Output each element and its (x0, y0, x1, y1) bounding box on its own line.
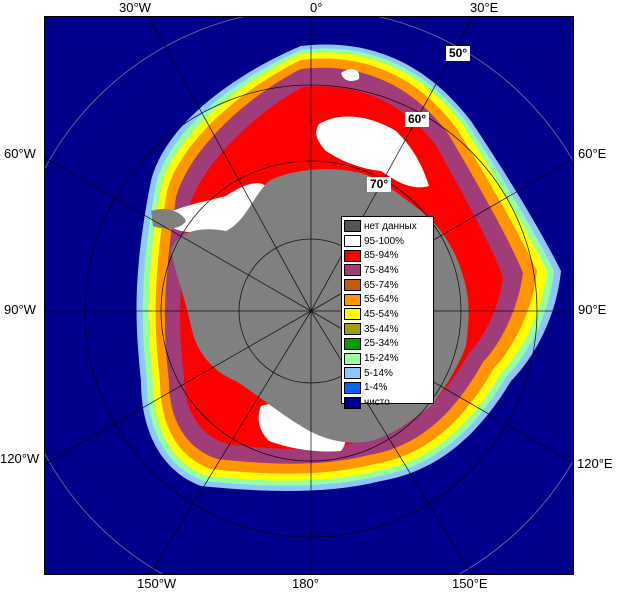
legend-label: 15-24% (364, 353, 399, 365)
legend-label: 35-44% (364, 323, 399, 335)
legend-swatch (344, 279, 361, 292)
lon-label-right-60e: 60°E (578, 146, 607, 161)
legend-item: 55-64% (344, 292, 431, 307)
legend-item: нет данных (344, 219, 431, 234)
lon-label-top-30e: 30°E (470, 0, 499, 15)
ice-patch-95-100 (316, 116, 429, 188)
legend-label: 85-94% (364, 250, 399, 262)
legend-swatch (344, 235, 361, 248)
lon-label-top-0: 0° (310, 0, 323, 15)
ice-concentration-legend: нет данных 95-100% 85-94% 75-84% 65-74% 55-64… (341, 216, 434, 409)
legend-swatch (344, 396, 361, 409)
legend-item: 75-84% (344, 263, 431, 278)
lat-label-60: 60° (405, 112, 430, 127)
lon-label-right-120e: 120°E (577, 456, 613, 471)
legend-item: 85-94% (344, 248, 431, 263)
graticule (45, 17, 573, 574)
ice-patch-95-100 (341, 69, 360, 81)
legend-label: 95-100% (364, 235, 405, 247)
lon-label-left-60w: 60°W (4, 146, 36, 161)
legend-swatch (344, 264, 361, 277)
lon-label-right-90e: 90°E (578, 302, 607, 317)
legend-item: 25-34% (344, 337, 431, 352)
lon-label-left-90w: 90°W (4, 302, 36, 317)
legend-swatch (344, 308, 361, 321)
sea-ice-map: 50° 60° 70° нет данных 95-100% 85-94% 75-84… (44, 16, 574, 575)
legend-label: 5-14% (364, 367, 393, 379)
legend-label: нет данных (364, 220, 417, 232)
legend-swatch (344, 367, 361, 380)
legend-label: 75-84% (364, 264, 399, 276)
legend-item: чисто (344, 395, 431, 410)
lon-label-bottom-150w: 150°W (137, 576, 177, 591)
legend-swatch (344, 249, 361, 262)
legend-item: 45-54% (344, 307, 431, 322)
legend-label: 65-74% (364, 279, 399, 291)
legend-swatch (344, 381, 361, 394)
legend-swatch (344, 352, 361, 365)
legend-item: 1-4% (344, 381, 431, 396)
legend-item: 15-24% (344, 351, 431, 366)
lat-label-70: 70° (367, 177, 392, 192)
legend-swatch (344, 293, 361, 306)
legend-label: 55-64% (364, 294, 399, 306)
lon-label-bottom-180: 180° (292, 576, 319, 591)
legend-item: 35-44% (344, 322, 431, 337)
legend-item: 5-14% (344, 366, 431, 381)
legend-label: 25-34% (364, 338, 399, 350)
lon-label-bottom-150e: 150°E (452, 576, 488, 591)
lon-label-left-120w: 120°W (0, 451, 40, 466)
legend-swatch (344, 337, 361, 350)
legend-label: 1-4% (364, 382, 388, 394)
lon-label-top-30w: 30°W (119, 0, 151, 15)
legend-item: 65-74% (344, 278, 431, 293)
legend-item: 95-100% (344, 234, 431, 249)
legend-swatch (344, 220, 361, 233)
lat-label-50: 50° (446, 46, 471, 61)
map-canvas (45, 17, 573, 574)
legend-swatch (344, 323, 361, 336)
legend-label: чисто (364, 397, 390, 409)
legend-label: 45-54% (364, 308, 399, 320)
